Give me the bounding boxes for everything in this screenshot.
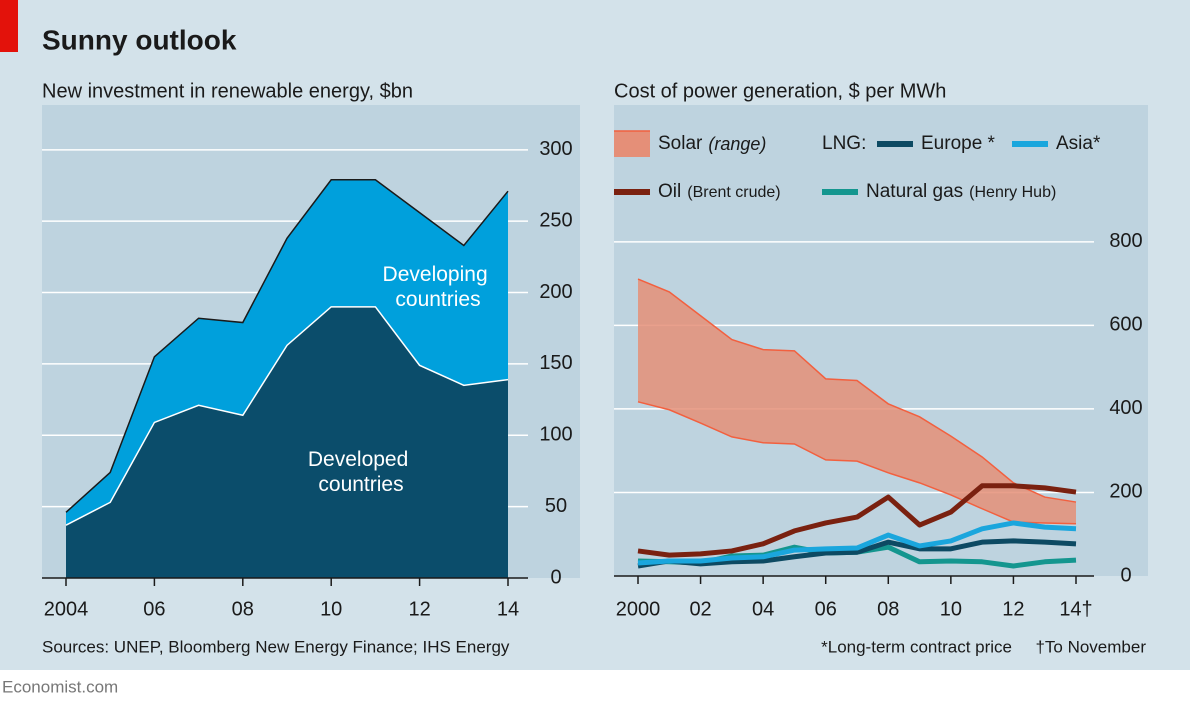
x-tick-label: 06	[143, 598, 165, 620]
brand: Economist.com	[2, 677, 118, 696]
x-tick-label: 04	[752, 598, 774, 620]
y-tick-label: 0	[550, 566, 561, 588]
series-label-line: countries	[395, 288, 480, 311]
legend-label: Oil	[658, 181, 681, 202]
line	[637, 483, 1077, 558]
y-tick-label: 200	[1109, 481, 1142, 503]
x-tick-label: 10	[940, 598, 962, 620]
footnote: *Long-term contract price	[821, 637, 1012, 656]
red-tag	[0, 0, 18, 52]
plot-layer	[65, 179, 509, 578]
y-tick-label: 300	[539, 138, 572, 160]
y-tick-label: 400	[1109, 397, 1142, 419]
legend-label: Solar	[658, 133, 703, 154]
plot-layer	[637, 278, 1077, 569]
legend-label: Europe *	[921, 133, 996, 154]
legend-group-label: LNG:	[822, 133, 866, 154]
line	[637, 538, 1077, 569]
x-tick-label: 02	[689, 598, 711, 620]
y-tick-label: 100	[539, 424, 572, 446]
series-label-line: countries	[318, 473, 403, 496]
legend-note: (Brent crude)	[687, 184, 780, 201]
y-tick-label: 200	[539, 281, 572, 303]
area	[66, 179, 508, 526]
x-tick-label: 08	[877, 598, 899, 620]
y-tick-label: 150	[539, 352, 572, 374]
x-tick-label: 2000	[616, 598, 661, 620]
area	[66, 306, 508, 578]
range-fill	[638, 279, 1076, 524]
y-tick-label: 0	[1120, 564, 1131, 586]
series-label: Developed countries	[308, 448, 414, 496]
series-label-line: Developed	[308, 448, 414, 471]
area-edge	[65, 306, 509, 526]
series-label: Developing countries	[383, 263, 494, 311]
x-tick-label: 14†	[1059, 598, 1092, 620]
y-tick-label: 600	[1109, 314, 1142, 336]
chart-title: New investment in renewable energy, $bn	[42, 80, 413, 102]
x-tick-label: 2004	[44, 598, 89, 620]
y-tick-label: 50	[545, 495, 567, 517]
area-edge	[65, 179, 509, 513]
x-tick-label: 14	[497, 598, 519, 620]
range-upper	[637, 278, 1077, 503]
legend-note: (range)	[708, 134, 766, 154]
chart-title: Cost of power generation, $ per MWh	[614, 80, 946, 102]
page-title: Sunny outlook	[42, 24, 237, 55]
legend-label: Asia*	[1056, 133, 1101, 154]
legend-note: (Henry Hub)	[969, 184, 1056, 201]
legend-label: Natural gas	[866, 181, 963, 202]
series-label-line: Developing	[383, 263, 494, 286]
y-tick-label: 250	[539, 209, 572, 231]
x-tick-label: 12	[1002, 598, 1024, 620]
x-tick-label: 10	[320, 598, 342, 620]
source-note: Sources: UNEP, Bloomberg New Energy Fina…	[42, 637, 510, 656]
x-tick-label: 08	[232, 598, 254, 620]
footnote: †To November	[1035, 637, 1146, 656]
x-tick-label: 06	[815, 598, 837, 620]
y-tick-label: 800	[1109, 230, 1142, 252]
range-lower	[637, 401, 1077, 525]
legend-swatch	[614, 131, 650, 157]
x-tick-label: 12	[408, 598, 430, 620]
line	[637, 520, 1077, 566]
